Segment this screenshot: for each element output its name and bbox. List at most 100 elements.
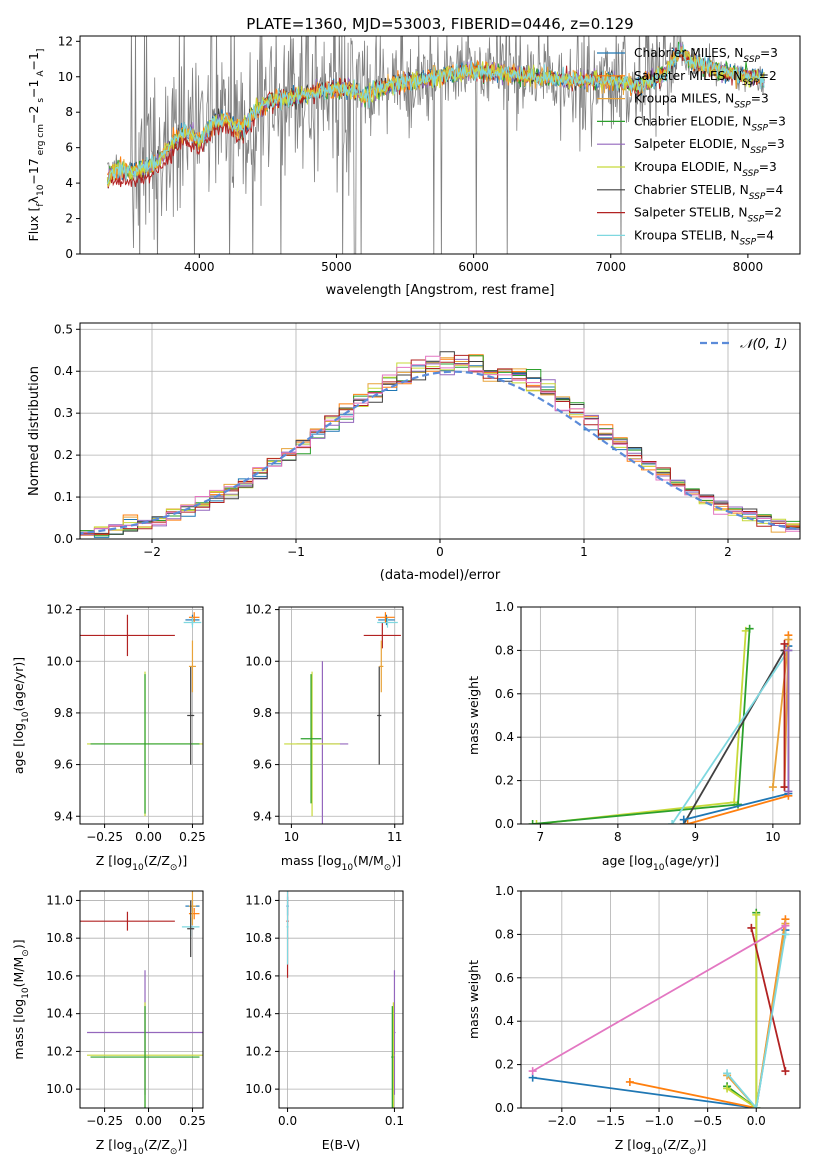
y-tick-label: 10.8: [245, 931, 272, 945]
x-tick-label: 4000: [184, 260, 215, 274]
x-tick-label: 9: [692, 830, 700, 844]
y-tick-label: 10.0: [46, 1082, 73, 1096]
y-tick-label: 9.6: [54, 758, 73, 772]
x-tick-label: 0.1: [385, 1114, 404, 1128]
y-tick-label: 0: [65, 247, 73, 261]
mass-weight-marker: [745, 624, 754, 633]
figure-title: PLATE=1360, MJD=53003, FIBERID=0446, z=0…: [246, 15, 633, 33]
x-tick-label: 0.25: [179, 830, 206, 844]
mass-weight-line: [532, 924, 786, 1072]
y-tick-label: 9.8: [253, 706, 272, 720]
y-tick-label: 12: [58, 34, 73, 48]
mass-weight-marker: [784, 635, 793, 644]
mass-weight-marker: [723, 1069, 732, 1078]
age_vs_Z-xlabel: Z [log10(Z/Z⊙)]: [96, 853, 187, 873]
mass-weight-line: [536, 630, 747, 824]
y-tick-label: 1.0: [495, 884, 514, 898]
massweight_vs_Z-plot: [528, 908, 790, 1108]
legend-label: Kroupa STELIB, NSSP=4: [634, 228, 774, 247]
mass-weight-marker: [784, 646, 793, 655]
y-tick-label: 10.4: [46, 1007, 73, 1021]
gaussian-curve: [80, 370, 800, 535]
residual-plot: [80, 351, 800, 539]
y-tick-label: 11.0: [245, 893, 272, 907]
y-tick-label: 0.2: [495, 774, 514, 788]
x-tick-label: 7000: [595, 260, 626, 274]
mass-weight-line: [726, 914, 758, 1108]
y-tick-label: 0.4: [54, 364, 73, 378]
y-tick-label: 0.0: [54, 532, 73, 546]
mass_vs_Z-ylabel: mass [log10(M/M⊙)]: [11, 939, 31, 1059]
mass-weight-line: [750, 927, 787, 1072]
y-tick-label: 9.6: [253, 758, 272, 772]
y-tick-label: 10.6: [46, 969, 73, 983]
massweight_vs_age-plot: [528, 624, 793, 824]
legend-label: Chabrier STELIB, NSSP=4: [634, 183, 783, 202]
y-tick-label: 1.0: [495, 600, 514, 614]
x-tick-label: −1.0: [644, 1114, 673, 1128]
mass-weight-marker: [683, 820, 692, 824]
legend-label: Chabrier MILES, NSSP=3: [634, 46, 778, 65]
mass-weight-marker: [528, 820, 537, 824]
x-tick-label: 0.25: [179, 1114, 206, 1128]
mass-weight-marker: [532, 820, 541, 824]
x-tick-label: 8000: [733, 260, 764, 274]
y-tick-label: 4: [65, 176, 73, 190]
y-tick-label: 0.2: [495, 1058, 514, 1072]
mass_vs_ebv-frame: [278, 890, 404, 1109]
x-tick-label: −1: [287, 545, 305, 559]
massweight_vs_Z-xlabel: Z [log10(Z/Z⊙)]: [615, 1137, 706, 1157]
residuals-axes: −2 −1 0 1 2 0.0 0.1 0.2 0.3 0.4 0.5: [54, 322, 800, 559]
x-tick-label: 0.0: [747, 1114, 766, 1128]
massweight_vs_Z-frame: [520, 890, 801, 1109]
mass_vs_Z-plot: [80, 891, 203, 1108]
y-tick-label: 6: [65, 141, 73, 155]
mass-weight-line: [726, 934, 787, 1108]
x-tick-label: −1.5: [596, 1114, 625, 1128]
mass-weight-marker: [752, 1104, 761, 1108]
y-tick-label: 9.4: [54, 809, 73, 823]
y-tick-label: 10: [58, 70, 73, 84]
spectrum-plot: [106, 36, 765, 254]
mass_vs_Z-xlabel: Z [log10(Z/Z⊙)]: [96, 1137, 187, 1157]
residual-xlabel: (data-model)/error: [380, 568, 501, 583]
residual-legend-label: 𝒩(0, 1): [740, 337, 787, 352]
age_vs_mass-xlabel: mass [log10(M/M⊙)]: [281, 853, 401, 873]
legend-label: Salpeter STELIB, NSSP=2: [634, 206, 782, 225]
y-tick-label: 2: [65, 212, 73, 226]
y-tick-label: 10.4: [245, 1007, 272, 1021]
mass_vs_ebv-xlabel: E(B-V): [322, 1137, 361, 1152]
x-tick-label: 0.00: [135, 830, 162, 844]
massweight_vs_age-frame: [520, 606, 801, 825]
massweight_vs_age-ylabel: mass weight: [466, 676, 481, 755]
y-tick-label: 0.0: [495, 1101, 514, 1115]
legend-label: Salpeter MILES, NSSP=2: [634, 69, 777, 88]
y-tick-label: 0.8: [495, 927, 514, 941]
x-tick-label: 7: [537, 830, 545, 844]
spectrum-legend: Chabrier MILES, NSSP=3 Salpeter MILES, NS…: [597, 46, 786, 247]
y-tick-label: 8: [65, 105, 73, 119]
x-tick-label: 8: [614, 830, 622, 844]
spectrum-model-line: [106, 43, 765, 185]
residual-histogram: [80, 355, 800, 539]
mass-weight-line: [671, 649, 790, 824]
y-tick-label: 0.1: [54, 490, 73, 504]
legend-label: Kroupa MILES, NSSP=3: [634, 92, 769, 111]
y-tick-label: 0.3: [54, 406, 73, 420]
mass_vs_Z-frame: [79, 890, 204, 1109]
y-tick-label: 9.4: [253, 809, 272, 823]
y-tick-label: 9.8: [54, 706, 73, 720]
y-tick-label: 0.4: [495, 730, 514, 744]
mass-weight-marker: [768, 783, 777, 792]
y-tick-label: 10.0: [46, 654, 73, 668]
y-tick-label: 0.6: [495, 971, 514, 985]
massweight_vs_age-xlabel: age [log10(age/yr)]: [602, 853, 719, 873]
mass_vs_ebv-axes: 0.0 0.1 10.0 10.2 10.4 10.6 10.8 11.0: [245, 891, 404, 1128]
x-tick-label: 0: [436, 545, 444, 559]
mass-weight-marker: [723, 1084, 732, 1093]
x-tick-label: −0.25: [86, 1114, 123, 1128]
age_vs_mass-axes: 10 11 9.4 9.6 9.8 10.0 10.2: [245, 603, 403, 844]
spectrum-xlabel: wavelength [Angstrom, rest frame]: [326, 283, 555, 298]
mass-weight-marker: [625, 1077, 634, 1086]
y-tick-label: 0.0: [495, 817, 514, 831]
